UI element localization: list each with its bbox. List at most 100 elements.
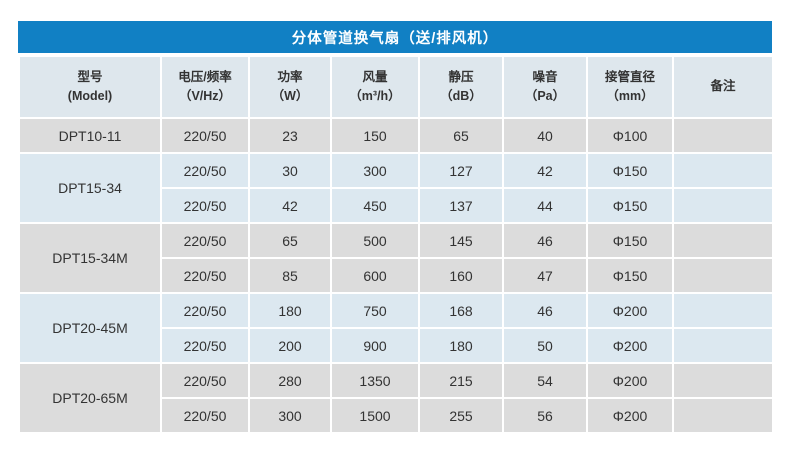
data-cell: 127 [418, 152, 504, 189]
table-row: 220/50 200 900 180 50 Φ200 [19, 327, 774, 364]
data-cell: 300 [330, 152, 420, 189]
data-cell [672, 397, 774, 434]
data-cell: 168 [418, 292, 504, 329]
table-body: DPT10-11 220/50 23 150 65 40 Φ100 DPT15-34 220/5… [18, 117, 774, 434]
table-row: DPT10-11 220/50 23 150 65 40 Φ100 [18, 117, 774, 154]
column-label: 电压/频率 [178, 69, 232, 84]
spec-table-container: 分体管道换气扇（送/排风机） 型号 (Model) 电压/频率 （V/Hz） 功率 （W）… [18, 21, 774, 434]
data-cell: 56 [502, 397, 588, 434]
data-cell: 85 [248, 257, 332, 294]
data-cell: 180 [418, 327, 504, 364]
column-header: 噪音 （Pa） [502, 55, 588, 119]
table-row: 220/50 42 450 137 44 Φ150 [19, 187, 774, 224]
data-cell: 137 [418, 187, 504, 224]
data-cell [672, 222, 774, 259]
data-cell: 450 [330, 187, 420, 224]
data-cell: 220/50 [160, 292, 250, 329]
data-cell: 750 [330, 292, 420, 329]
data-cell: 600 [330, 257, 420, 294]
data-cell: Φ200 [586, 397, 674, 434]
data-cell: 255 [418, 397, 504, 434]
header-row: 型号 (Model) 电压/频率 （V/Hz） 功率 （W） 风量 （m³/h） 静压 （dB） 噪… [18, 55, 774, 119]
table-row: 220/50 85 600 160 47 Φ150 [19, 257, 774, 294]
column-label: 噪音 [532, 69, 558, 84]
data-cell: Φ150 [586, 222, 674, 259]
data-cell: 220/50 [160, 187, 250, 224]
data-cell: 145 [418, 222, 504, 259]
table-title: 分体管道换气扇（送/排风机） [18, 21, 772, 53]
data-cell: 215 [418, 362, 504, 399]
data-cell: 30 [248, 152, 332, 189]
data-cell: 42 [248, 187, 332, 224]
column-unit: （Pa） [524, 89, 566, 103]
data-cell: Φ200 [586, 327, 674, 364]
data-cell: Φ100 [586, 117, 674, 154]
data-cell: 54 [502, 362, 588, 399]
data-cell: 50 [502, 327, 588, 364]
data-cell: 1500 [330, 397, 420, 434]
column-unit: （dB） [440, 89, 482, 103]
data-cell: 500 [330, 222, 420, 259]
data-cell: Φ150 [586, 187, 674, 224]
column-label: 接管直径 [604, 69, 655, 84]
column-label: 功率 [277, 69, 303, 84]
data-cell: 220/50 [160, 257, 250, 294]
data-cell: 46 [502, 222, 588, 259]
data-cell: 160 [418, 257, 504, 294]
data-cell: 1350 [330, 362, 420, 399]
column-label: 风量 [362, 69, 388, 84]
data-cell: 65 [418, 117, 504, 154]
data-cell: 150 [330, 117, 420, 154]
column-unit: （V/Hz） [178, 89, 232, 103]
data-cell [672, 117, 774, 154]
model-cell: DPT20-65M [18, 362, 162, 434]
column-header: 型号 (Model) [18, 55, 162, 119]
column-label: 备注 [710, 79, 736, 94]
data-cell: 44 [502, 187, 588, 224]
data-cell: 220/50 [160, 397, 250, 434]
data-cell: 220/50 [160, 362, 250, 399]
data-cell: 220/50 [160, 327, 250, 364]
column-unit: （mm） [606, 89, 654, 103]
data-cell [672, 152, 774, 189]
data-cell: 220/50 [160, 117, 250, 154]
data-cell: 65 [248, 222, 332, 259]
table-row: DPT15-34 220/50 30 300 127 42 Φ150 [18, 152, 774, 224]
column-label: 型号 [77, 69, 103, 84]
column-label: 静压 [448, 69, 474, 84]
column-unit: （W） [271, 89, 309, 103]
table-row: DPT15-34M 220/50 65 500 145 46 Φ150 [18, 222, 774, 294]
data-cell: 23 [248, 117, 332, 154]
model-cell: DPT20-45M [18, 292, 162, 364]
column-unit: （m³/h） [349, 89, 401, 103]
data-cell: 40 [502, 117, 588, 154]
data-cell: 47 [502, 257, 588, 294]
data-cell [672, 292, 774, 329]
data-cell: 300 [248, 397, 332, 434]
data-cell [672, 187, 774, 224]
data-cell [672, 327, 774, 364]
column-header: 接管直径 （mm） [586, 55, 674, 119]
table-row: DPT20-45M 220/50 180 750 168 46 Φ200 [18, 292, 774, 364]
data-cell: Φ200 [586, 362, 674, 399]
table-row: 220/50 300 1500 255 56 Φ200 [19, 397, 774, 434]
data-cell: Φ200 [586, 292, 674, 329]
model-cell: DPT15-34M [18, 222, 162, 294]
data-cell [672, 257, 774, 294]
column-header: 电压/频率 （V/Hz） [160, 55, 250, 119]
data-cell: 46 [502, 292, 588, 329]
column-unit: (Model) [67, 89, 113, 103]
data-cell: 220/50 [160, 152, 250, 189]
data-cell: 280 [248, 362, 332, 399]
data-cell: 200 [248, 327, 332, 364]
data-cell: 42 [502, 152, 588, 189]
data-cell: Φ150 [586, 152, 674, 189]
column-header: 功率 （W） [248, 55, 332, 119]
data-cell: 220/50 [160, 222, 250, 259]
column-header: 风量 （m³/h） [330, 55, 420, 119]
spec-table: 型号 (Model) 电压/频率 （V/Hz） 功率 （W） 风量 （m³/h） 静压 （dB） 噪… [18, 55, 774, 434]
model-cell: DPT10-11 [18, 117, 162, 154]
column-header: 静压 （dB） [418, 55, 504, 119]
model-cell: DPT15-34 [18, 152, 162, 224]
